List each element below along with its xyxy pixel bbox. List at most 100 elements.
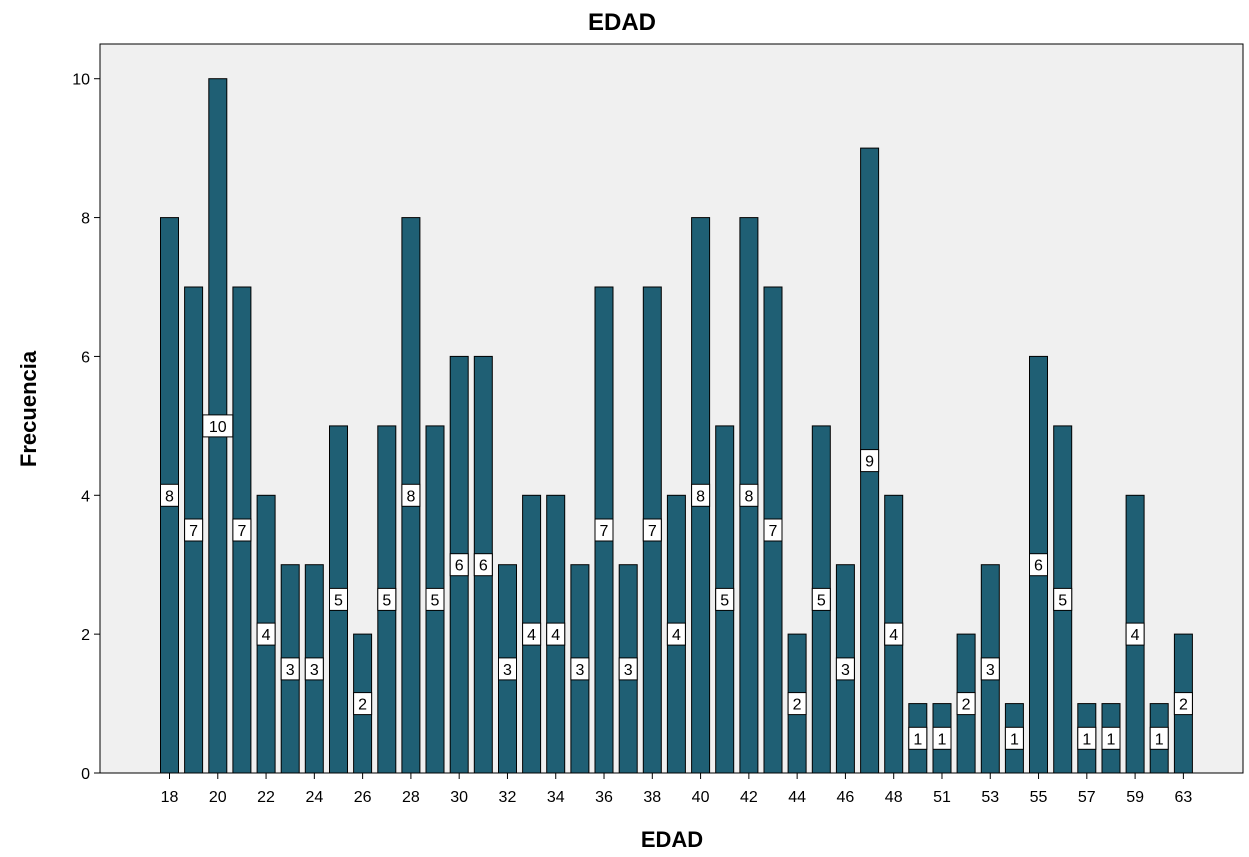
data-label-text: 8 xyxy=(744,488,753,505)
data-label-19: 7 xyxy=(184,518,204,542)
x-tick-label: 18 xyxy=(161,789,179,806)
data-label-text: 3 xyxy=(986,662,995,679)
data-label-36: 7 xyxy=(594,518,614,542)
data-label-text: 2 xyxy=(1179,697,1188,714)
data-label-box xyxy=(449,553,469,577)
data-label-text: 3 xyxy=(310,662,319,679)
data-label-box xyxy=(304,657,324,681)
data-label-box xyxy=(425,587,445,611)
data-label-text: 10 xyxy=(209,419,227,436)
data-label-text: 5 xyxy=(817,592,826,609)
data-label-text: 1 xyxy=(913,731,922,748)
x-tick-label: 20 xyxy=(209,789,227,806)
data-label-box xyxy=(202,414,234,438)
x-tick-label: 46 xyxy=(837,789,855,806)
data-label-box xyxy=(401,483,421,507)
data-label-21: 7 xyxy=(232,518,252,542)
data-label-58: 1 xyxy=(1101,726,1121,750)
data-label-text: 1 xyxy=(1010,731,1019,748)
data-label-41: 5 xyxy=(715,587,735,611)
data-label-24: 3 xyxy=(304,657,324,681)
data-label-box xyxy=(353,692,373,716)
data-label-box xyxy=(860,449,880,473)
data-label-text: 8 xyxy=(406,488,415,505)
data-label-38: 7 xyxy=(642,518,662,542)
x-tick-label: 48 xyxy=(885,789,903,806)
data-label-51: 1 xyxy=(932,726,952,750)
data-label-box xyxy=(956,692,976,716)
data-label-box xyxy=(184,518,204,542)
data-label-42: 8 xyxy=(739,483,759,507)
data-label-text: 5 xyxy=(1058,592,1067,609)
x-tick-label: 51 xyxy=(933,789,951,806)
data-label-text: 4 xyxy=(672,627,681,644)
x-tick-label: 30 xyxy=(450,789,468,806)
x-tick-label: 34 xyxy=(547,789,565,806)
x-tick-label: 57 xyxy=(1078,789,1096,806)
data-label-49: 1 xyxy=(908,726,928,750)
data-label-text: 5 xyxy=(334,592,343,609)
data-label-box xyxy=(932,726,952,750)
data-label-57: 1 xyxy=(1077,726,1097,750)
data-label-box xyxy=(498,657,517,681)
data-label-text: 3 xyxy=(841,662,850,679)
data-label-box xyxy=(908,726,928,750)
data-label-29: 5 xyxy=(425,587,445,611)
data-label-box xyxy=(1004,726,1024,750)
data-label-52: 2 xyxy=(956,692,976,716)
data-label-32: 3 xyxy=(498,657,517,681)
data-label-box xyxy=(835,657,855,681)
data-label-box xyxy=(691,483,711,507)
data-label-box xyxy=(715,587,735,611)
data-label-20: 10 xyxy=(202,414,234,438)
data-label-text: 7 xyxy=(648,523,657,540)
data-label-box xyxy=(546,622,566,646)
data-label-text: 5 xyxy=(382,592,391,609)
data-label-box xyxy=(666,622,686,646)
x-tick-label: 53 xyxy=(981,789,999,806)
y-tick-label: 0 xyxy=(81,766,90,783)
x-tick-label: 44 xyxy=(788,789,806,806)
data-label-text: 3 xyxy=(286,662,295,679)
data-label-box xyxy=(763,518,783,542)
x-tick-label: 22 xyxy=(257,789,275,806)
data-label-box xyxy=(377,587,397,611)
data-label-box xyxy=(787,692,807,716)
data-label-box xyxy=(1029,553,1048,577)
data-label-text: 6 xyxy=(479,558,488,575)
y-tick-label: 10 xyxy=(72,72,90,89)
data-label-text: 3 xyxy=(624,662,633,679)
data-label-text: 3 xyxy=(575,662,584,679)
data-label-box xyxy=(1101,726,1121,750)
data-label-39: 4 xyxy=(666,622,686,646)
x-tick-label: 26 xyxy=(354,789,372,806)
data-label-63: 2 xyxy=(1173,692,1193,716)
y-tick-label: 4 xyxy=(81,488,90,505)
data-label-47: 9 xyxy=(860,449,880,473)
data-label-text: 7 xyxy=(600,523,609,540)
data-label-box xyxy=(811,587,831,611)
data-label-text: 9 xyxy=(865,454,874,471)
data-label-box xyxy=(1173,692,1193,716)
data-label-text: 4 xyxy=(551,627,560,644)
data-label-text: 7 xyxy=(189,523,198,540)
data-label-28: 8 xyxy=(401,483,421,507)
data-label-box xyxy=(256,622,276,646)
data-label-box xyxy=(329,587,348,611)
data-label-60: 1 xyxy=(1149,726,1169,750)
bars-group xyxy=(160,78,1193,774)
data-label-18: 8 xyxy=(160,483,179,507)
data-label-box xyxy=(1149,726,1169,750)
data-label-56: 5 xyxy=(1053,587,1073,611)
data-label-31: 6 xyxy=(473,553,493,577)
data-label-46: 3 xyxy=(835,657,855,681)
y-tick-label: 8 xyxy=(81,211,90,228)
data-label-box xyxy=(232,518,252,542)
chart-title: EDAD xyxy=(588,9,656,36)
data-label-55: 6 xyxy=(1029,553,1048,577)
data-label-40: 8 xyxy=(691,483,711,507)
x-tick-label: 38 xyxy=(643,789,661,806)
data-label-27: 5 xyxy=(377,587,397,611)
